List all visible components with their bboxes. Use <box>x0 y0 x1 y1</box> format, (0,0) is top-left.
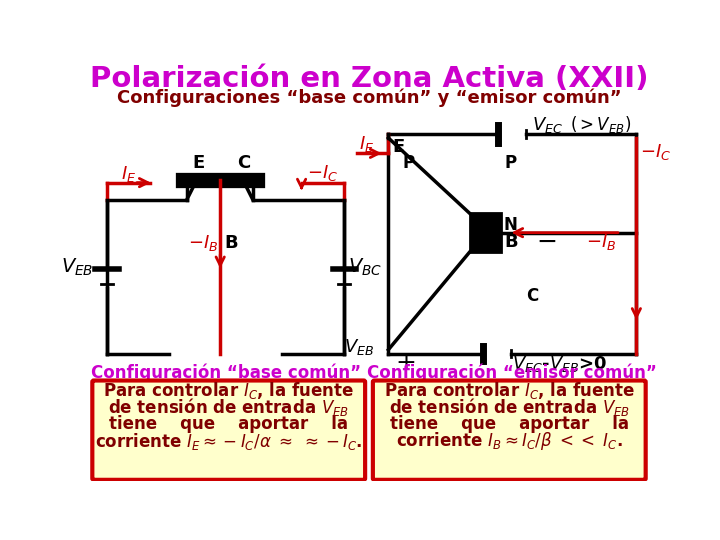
Text: $I_E$: $I_E$ <box>359 134 374 154</box>
Text: ATE-UO Trans 29: ATE-UO Trans 29 <box>528 464 644 477</box>
Text: E: E <box>192 154 204 172</box>
Text: $V_{EB}$: $V_{EB}$ <box>60 256 93 278</box>
Text: $-I_C$: $-I_C$ <box>640 142 672 162</box>
Text: $V_{EB}$: $V_{EB}$ <box>344 337 374 357</box>
Text: B: B <box>505 233 518 251</box>
Text: corriente $I_B \approx I_C/\beta\ <<\ I_C$.: corriente $I_B \approx I_C/\beta\ <<\ I_… <box>396 430 623 453</box>
Text: Configuración “emisor común”: Configuración “emisor común” <box>367 363 657 382</box>
Text: de tensión de entrada $V_{EB}$: de tensión de entrada $V_{EB}$ <box>389 396 630 419</box>
Text: C: C <box>526 287 539 305</box>
Text: corriente $I_E \approx -I_C/\alpha\ \approx\ \approx -I_C$.: corriente $I_E \approx -I_C/\alpha\ \app… <box>95 431 362 452</box>
FancyBboxPatch shape <box>373 381 646 480</box>
Text: C: C <box>238 154 251 172</box>
Text: Para controlar $I_C$, la fuente: Para controlar $I_C$, la fuente <box>103 380 354 401</box>
Text: $V_{BC}$: $V_{BC}$ <box>348 256 382 278</box>
FancyBboxPatch shape <box>92 381 365 480</box>
Text: $I_E$: $I_E$ <box>121 164 136 184</box>
Text: Para controlar $I_C$, la fuente: Para controlar $I_C$, la fuente <box>384 380 635 401</box>
Text: Polarización en Zona Activa (XXII): Polarización en Zona Activa (XXII) <box>90 65 648 93</box>
Text: $V_{EC}$-$V_{EB}$>0: $V_{EC}$-$V_{EB}$>0 <box>513 354 608 374</box>
Text: tiene    que    aportar    la: tiene que aportar la <box>390 415 629 434</box>
Text: $-I_B$: $-I_B$ <box>188 233 218 253</box>
Text: tiene    que    aportar    la: tiene que aportar la <box>109 415 348 434</box>
Text: $-$: $-$ <box>536 229 556 253</box>
Text: Configuración “base común”: Configuración “base común” <box>91 363 361 382</box>
Text: Configuraciones “base común” y “emisor común”: Configuraciones “base común” y “emisor c… <box>117 89 621 107</box>
Bar <box>469 213 500 252</box>
Text: B: B <box>224 234 238 252</box>
Text: $-I_B$: $-I_B$ <box>586 232 616 252</box>
Text: P: P <box>402 154 415 172</box>
Text: $-I_C$: $-I_C$ <box>307 163 338 183</box>
Text: $+$: $+$ <box>395 352 415 375</box>
Text: E: E <box>392 138 405 156</box>
Text: de tensión de entrada $V_{EB}$: de tensión de entrada $V_{EB}$ <box>108 396 349 419</box>
Text: P: P <box>505 154 517 172</box>
Text: $V_{EC}$: $V_{EC}$ <box>532 115 563 135</box>
Text: $(> V_{EB})$: $(> V_{EB})$ <box>570 114 631 135</box>
Text: N: N <box>503 217 517 234</box>
